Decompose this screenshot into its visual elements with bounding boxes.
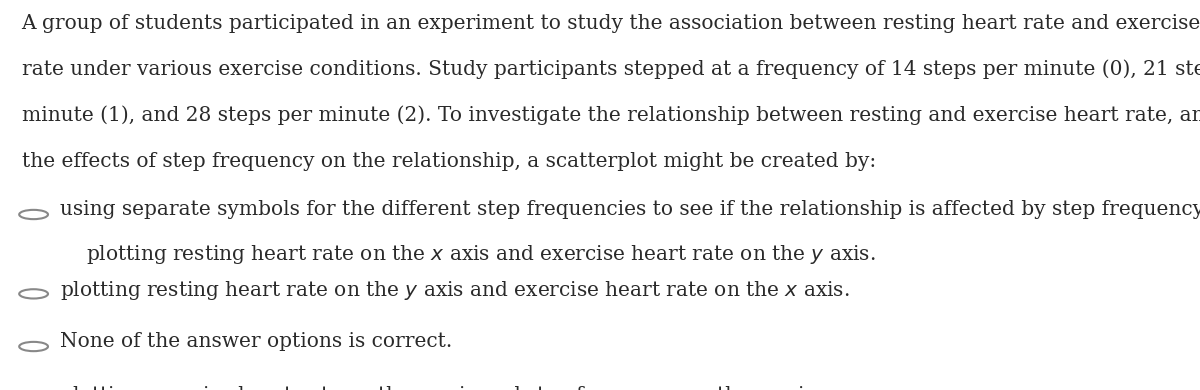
Text: A group of students participated in an experiment to study the association betwe: A group of students participated in an e… — [22, 14, 1200, 33]
Text: minute (1), and 28 steps per minute (2). To investigate the relationship between: minute (1), and 28 steps per minute (2).… — [22, 106, 1200, 125]
Text: the effects of step frequency on the relationship, a scatterplot might be create: the effects of step frequency on the rel… — [22, 152, 876, 171]
Text: plotting resting heart rate on the $y$ axis and exercise heart rate on the $x$ a: plotting resting heart rate on the $y$ a… — [60, 279, 850, 302]
Text: using separate symbols for the different step frequencies to see if the relation: using separate symbols for the different… — [60, 200, 1200, 219]
Text: plotting resting heart rate on the $x$ axis and exercise heart rate on the $y$ a: plotting resting heart rate on the $x$ a… — [86, 243, 876, 266]
Text: plotting exercise heart rate on the $y$ axis and step frequency on the $x$ axis.: plotting exercise heart rate on the $y$ … — [60, 385, 821, 390]
Text: None of the answer options is correct.: None of the answer options is correct. — [60, 332, 452, 351]
Text: rate under various exercise conditions. Study participants stepped at a frequenc: rate under various exercise conditions. … — [22, 60, 1200, 79]
